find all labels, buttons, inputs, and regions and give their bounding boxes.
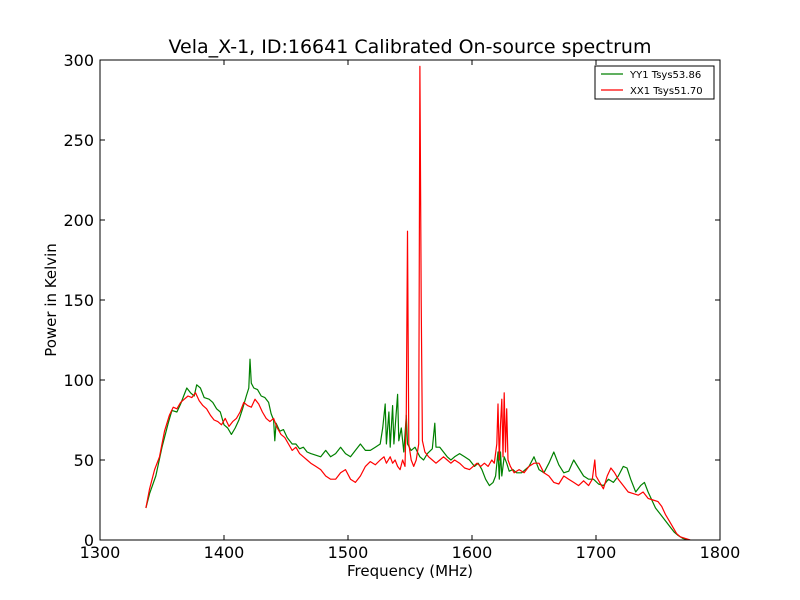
legend-label-xx1: XX1 Tsys51.70: [630, 86, 703, 97]
series-line-yy1: [145, 358, 690, 540]
y-tick-label: 0: [84, 531, 94, 550]
legend: YY1 Tsys53.86 XX1 Tsys51.70: [594, 65, 715, 100]
x-axis: 1300 1400 1500 1600 1700 1800: [80, 60, 741, 562]
y-axis-label: Power in Kelvin: [42, 243, 60, 357]
x-tick-label: 1800: [700, 543, 741, 562]
x-tick-label: 1400: [204, 543, 245, 562]
plot-area: [99, 59, 721, 541]
legend-box: [594, 65, 715, 100]
y-tick-label: 250: [63, 131, 94, 150]
legend-label-yy1: YY1 Tsys53.86: [629, 70, 701, 81]
series-line-xx1: [145, 65, 691, 540]
x-tick-label: 1700: [576, 543, 617, 562]
chart-title: Vela_X-1, ID:16641 Calibrated On-source …: [169, 36, 652, 58]
x-tick-label: 1500: [328, 543, 369, 562]
x-tick-label: 1300: [80, 543, 121, 562]
x-axis-label: Frequency (MHz): [347, 562, 473, 580]
y-tick-label: 300: [63, 51, 94, 70]
y-tick-label: 200: [63, 211, 94, 230]
y-axis: 0 50 100 150 200 250 300: [63, 51, 720, 550]
x-tick-label: 1600: [452, 543, 493, 562]
y-tick-label: 100: [63, 371, 94, 390]
series-layer: [145, 65, 691, 540]
y-tick-label: 50: [74, 451, 94, 470]
plot-background: [100, 60, 720, 540]
y-tick-label: 150: [63, 291, 94, 310]
